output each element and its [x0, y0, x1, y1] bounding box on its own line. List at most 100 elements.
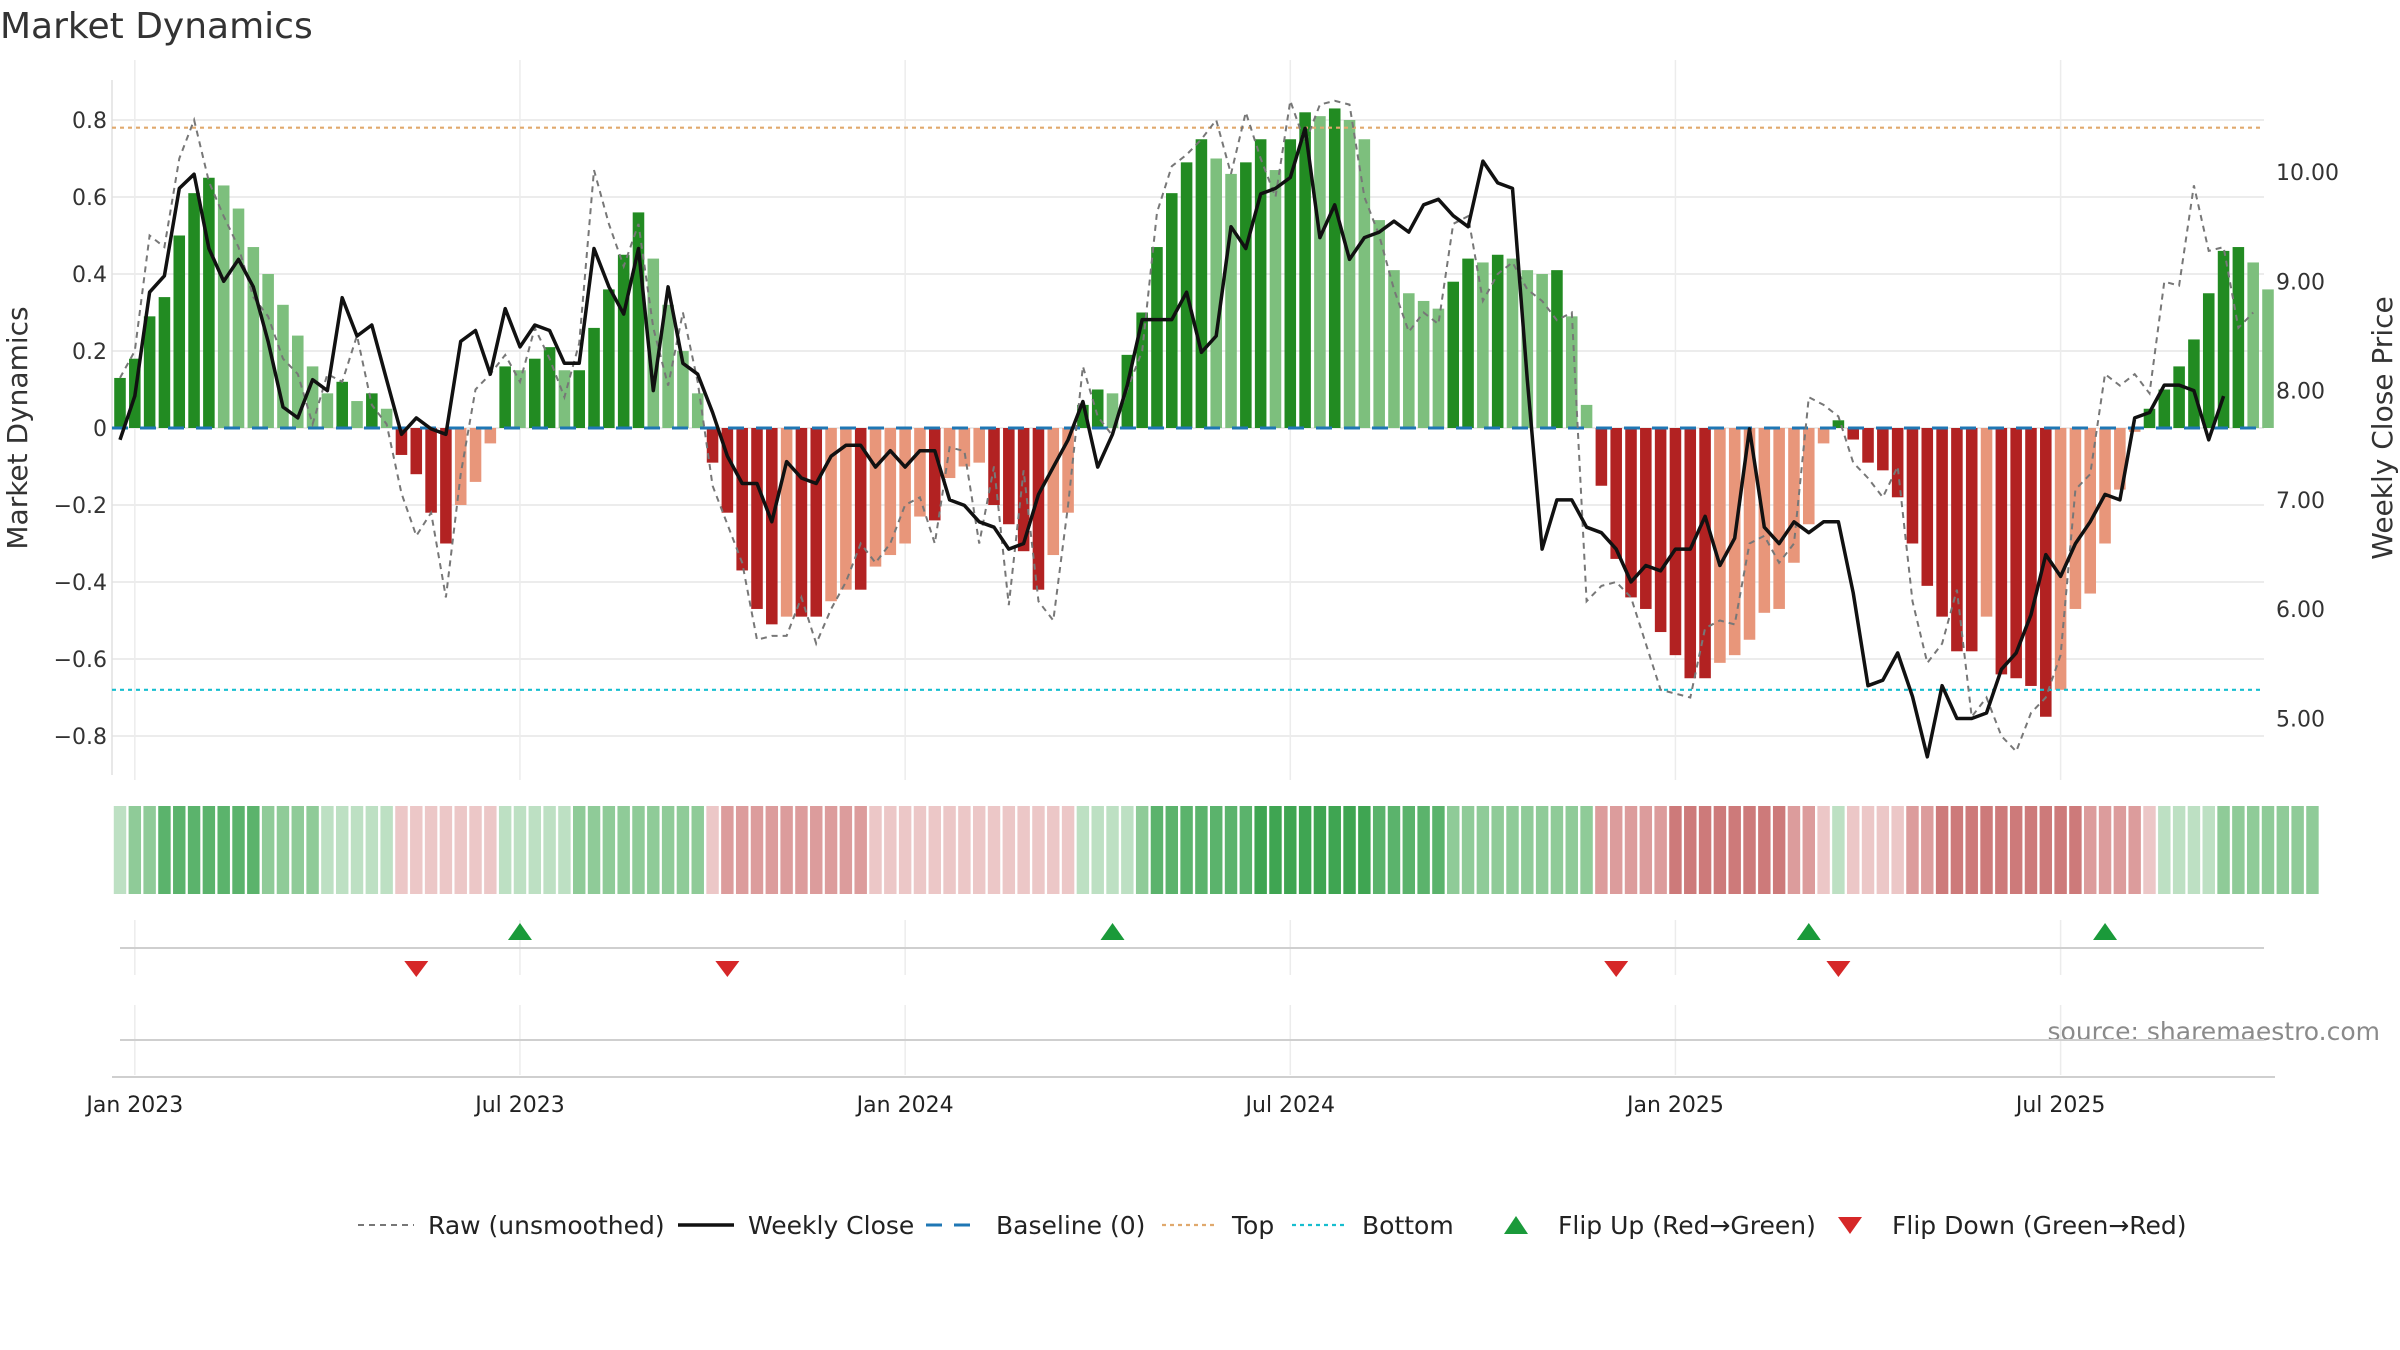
dynamics-bar: [410, 428, 423, 475]
regime-cell: [2291, 806, 2304, 894]
dynamics-bar: [1832, 420, 1845, 428]
regime-cell: [158, 806, 171, 894]
regime-cell: [424, 806, 438, 894]
dynamics-bar: [751, 428, 763, 609]
dynamics-bar: [1417, 300, 1430, 428]
regime-cell: [1047, 806, 1060, 894]
regime-cell: [1906, 806, 1919, 894]
regime-cell: [439, 806, 453, 894]
x-tick-label: Jul 2024: [1244, 1093, 1336, 1118]
x-tick-label: Jan 2023: [84, 1093, 183, 1118]
dynamics-bar: [514, 370, 526, 428]
regime-cell: [1846, 806, 1860, 894]
legend-label: Flip Up (Red→Green): [1558, 1211, 1816, 1240]
dynamics-bar: [1936, 428, 1948, 617]
dynamics-bar: [2010, 428, 2022, 679]
dynamics-bar: [1314, 116, 1326, 429]
y-tick-label: −0.4: [54, 571, 107, 596]
y2-tick-label: 7.00: [2276, 489, 2325, 514]
regime-cell: [2187, 806, 2201, 894]
regime-cell: [173, 806, 186, 894]
regime-cell: [1684, 806, 1697, 894]
regime-cell: [839, 806, 853, 894]
dynamics-bar: [1091, 389, 1104, 428]
regime-cell: [1417, 806, 1430, 894]
dynamics-bar: [395, 428, 408, 455]
regime-cell: [498, 806, 512, 894]
dynamics-bar: [1328, 108, 1341, 428]
regime-strip: [113, 806, 2319, 894]
regime-cell: [1832, 806, 1845, 894]
regime-cell: [898, 806, 912, 894]
dynamics-bar: [336, 381, 348, 428]
regime-cell: [884, 806, 897, 894]
x-tick-label: Jul 2025: [2014, 1093, 2106, 1118]
regime-cell: [1995, 806, 2008, 894]
dynamics-bar: [1106, 393, 1119, 428]
regime-cell: [321, 806, 334, 894]
regime-cell: [958, 806, 971, 894]
regime-cell: [1076, 806, 1090, 894]
regime-cell: [1609, 806, 1623, 894]
regime-cell: [1165, 806, 1179, 894]
regime-cell: [484, 806, 497, 894]
regime-cell: [558, 806, 571, 894]
regime-cell: [1150, 806, 1164, 894]
dynamics-bar: [1373, 220, 1385, 428]
regime-cell: [1713, 806, 1727, 894]
flip-down-marker: [1826, 961, 1851, 977]
regime-cell: [469, 806, 482, 894]
regime-cell: [1639, 806, 1653, 894]
regime-cell: [2172, 806, 2186, 894]
regime-cell: [335, 806, 349, 894]
dynamics-bar: [603, 289, 615, 428]
dynamics-bar: [173, 235, 186, 428]
regime-cell: [2261, 806, 2275, 894]
flip-up-marker: [507, 923, 532, 940]
chart-title: Market Dynamics: [0, 6, 313, 47]
dynamics-bar: [617, 254, 630, 428]
regime-cell: [1817, 806, 1830, 894]
dynamics-bar: [143, 316, 156, 428]
dynamics-bar: [647, 258, 660, 428]
dynamics-bar: [158, 297, 171, 428]
dynamics-bar: [2202, 293, 2215, 428]
regime-cell: [1432, 806, 1445, 894]
raw-unsmoothed-line: [119, 99, 2254, 754]
dynamics-bar: [1714, 428, 1726, 663]
regime-cell: [1313, 806, 1327, 894]
weekly-close-line: [118, 126, 2226, 759]
series-lines: [118, 99, 2254, 759]
regime-cell: [128, 806, 142, 894]
dynamics-bar: [1343, 120, 1356, 428]
dynamics-bar: [2232, 247, 2245, 428]
dynamics-bar: [1506, 258, 1519, 428]
y-axis-ticks: 0.8 0.6 0.4 0.2 0 −0.2 −0.4 −0.6 −0.8: [54, 109, 107, 750]
dynamics-bar: [1017, 428, 1030, 552]
dynamics-bar: [1862, 428, 1874, 463]
regime-cell: [1654, 806, 1667, 894]
y-tick-label: 0.8: [72, 109, 107, 134]
regime-cell: [1343, 806, 1356, 894]
dynamics-bar: [2128, 428, 2141, 432]
dynamics-bar: [217, 185, 230, 428]
regime-cell: [1506, 806, 1519, 894]
regime-cell: [1698, 806, 1712, 894]
dynamics-bar: [1254, 139, 1267, 428]
regime-cell: [1447, 806, 1460, 894]
dynamics-bars: [114, 108, 2274, 717]
regime-cell: [1758, 806, 1771, 894]
regime-cell: [2143, 806, 2156, 894]
regime-cell: [1106, 806, 1119, 894]
regime-cell: [1595, 806, 1608, 894]
regime-cell: [1461, 806, 1475, 894]
regime-cell: [1239, 806, 1253, 894]
dynamics-bar: [1240, 162, 1252, 428]
dynamics-bar: [2143, 408, 2156, 428]
regime-cell: [1402, 806, 1416, 894]
dynamics-bar: [2040, 428, 2052, 717]
dynamics-bar: [1773, 428, 1785, 609]
regime-cell: [380, 806, 393, 894]
dynamics-bar: [2099, 428, 2111, 544]
regime-cell: [365, 806, 379, 894]
